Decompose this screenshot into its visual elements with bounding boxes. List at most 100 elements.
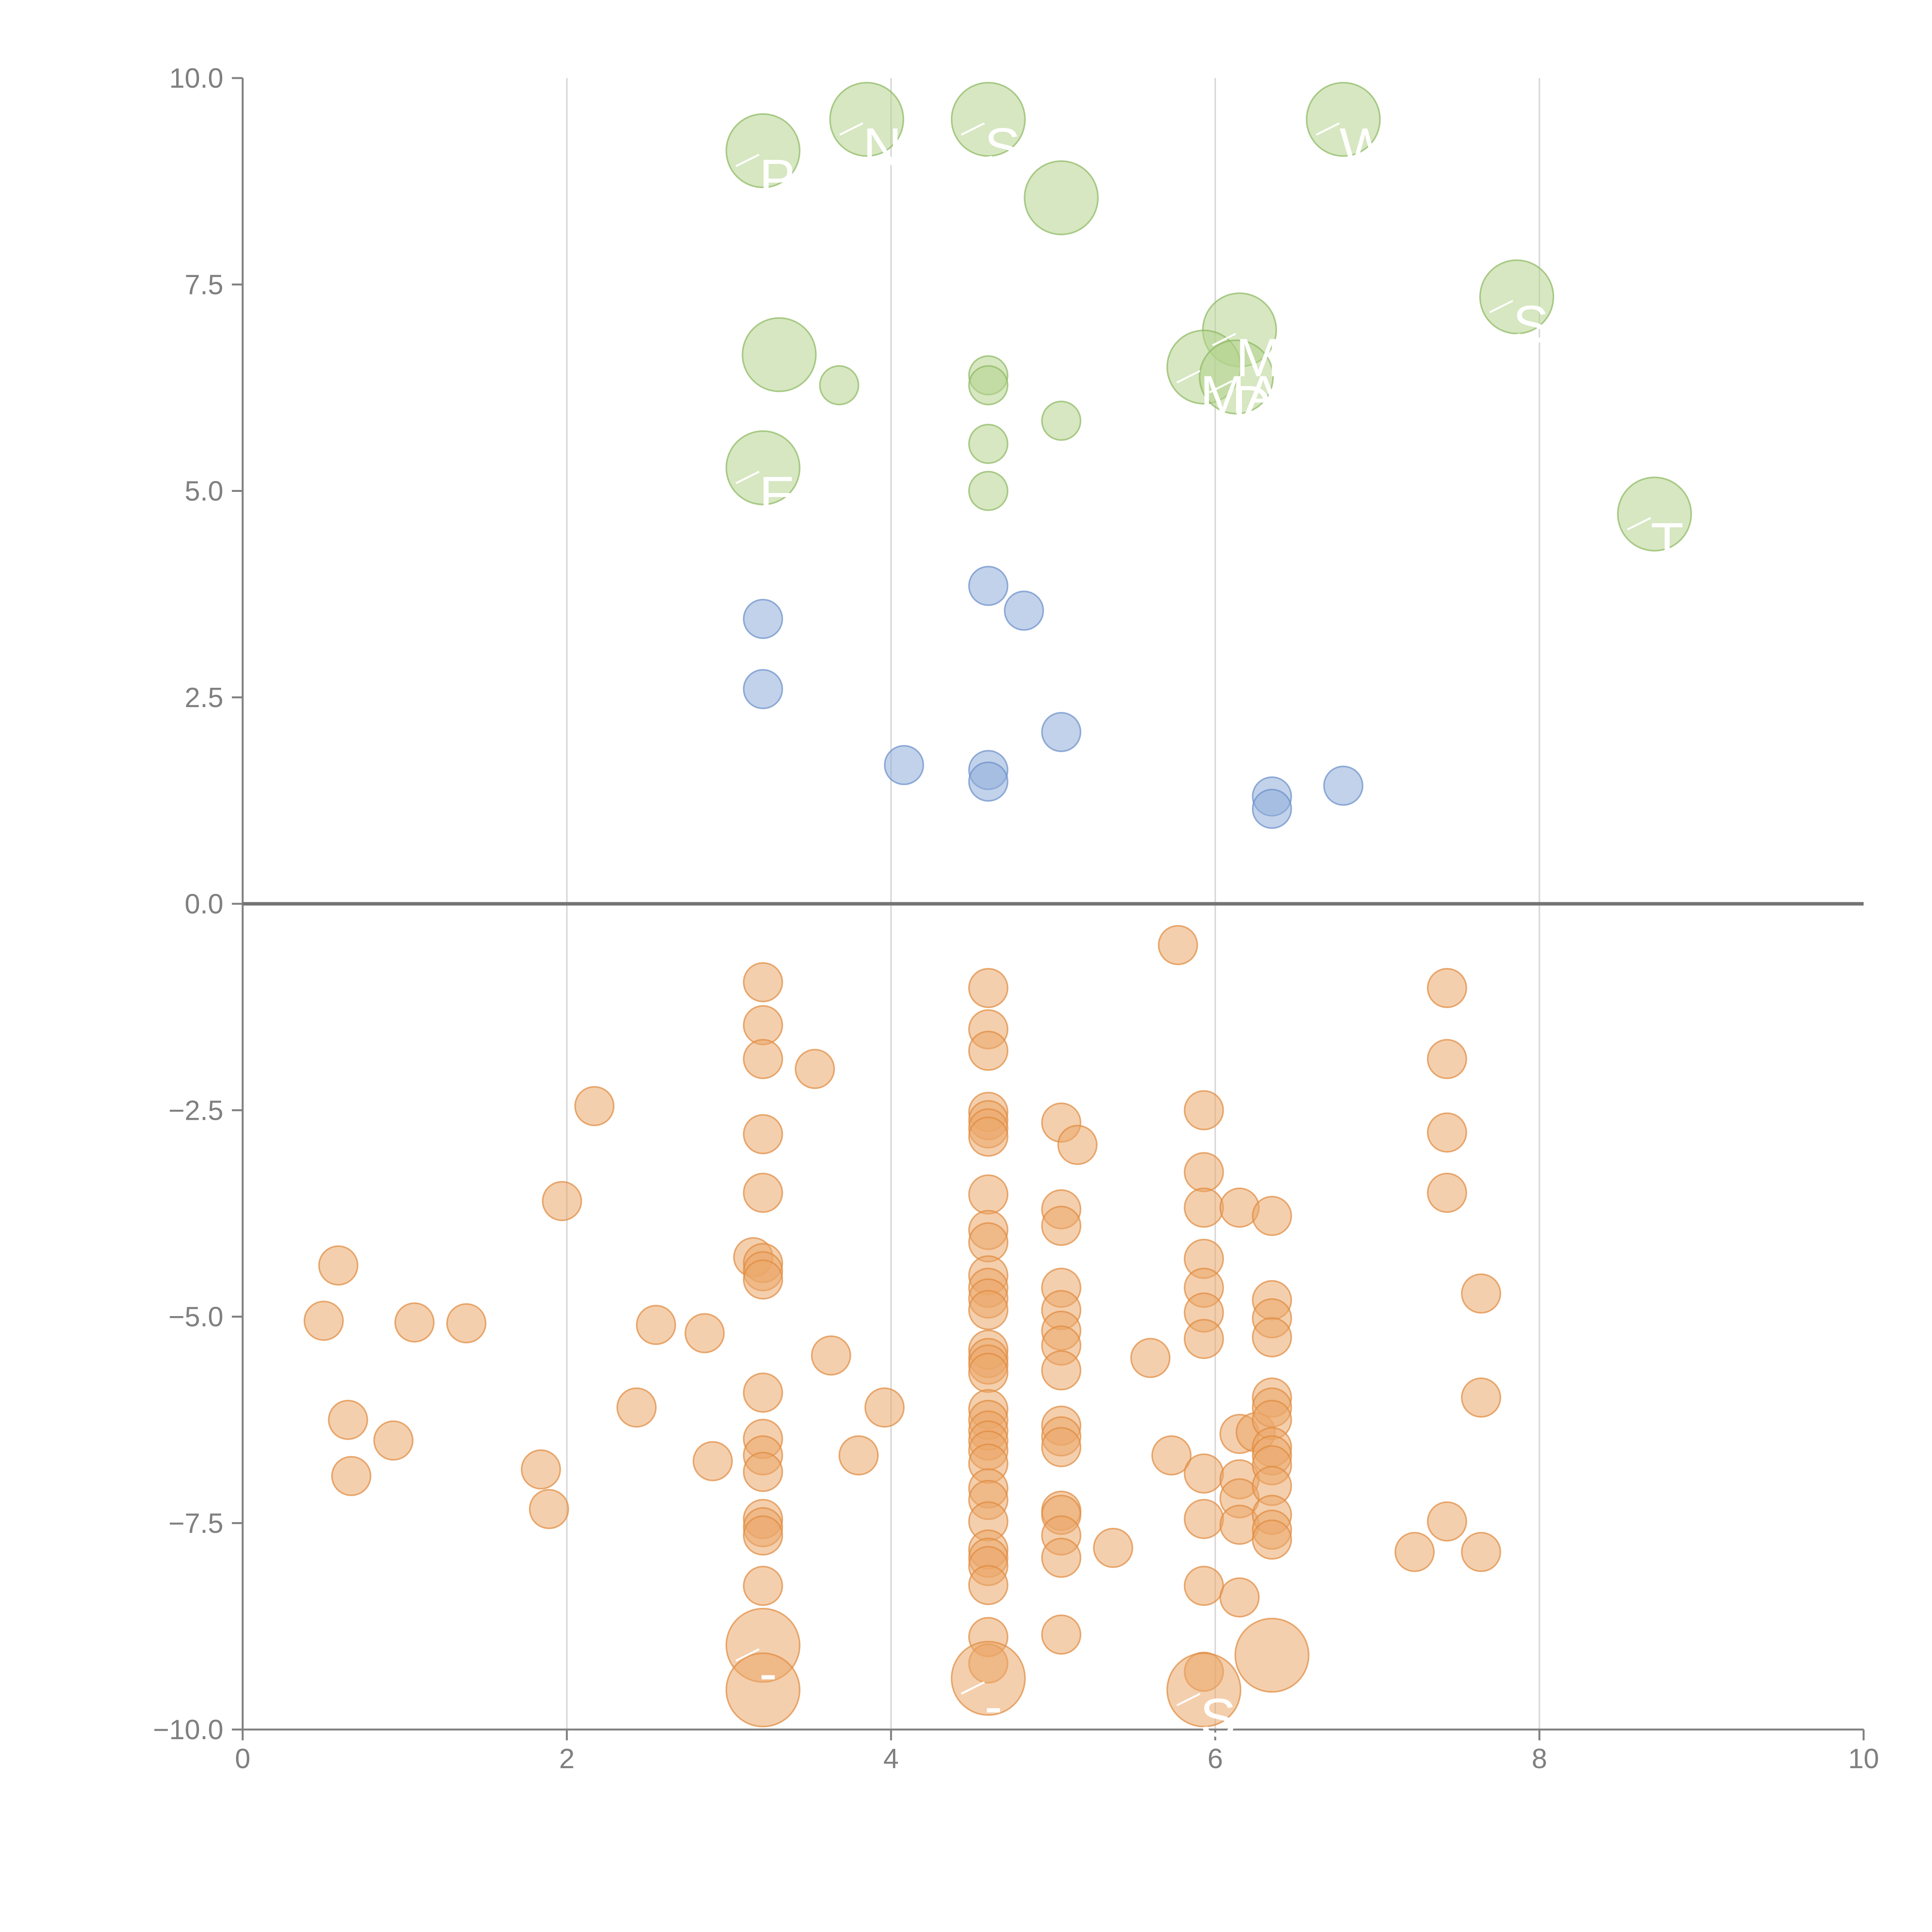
- orange-point: [328, 1400, 368, 1440]
- orange-point: [331, 1456, 372, 1496]
- orange-point: [1184, 1187, 1224, 1228]
- orange-point: [864, 1387, 905, 1428]
- green-point-label: N: [863, 117, 902, 177]
- orange-point: [1234, 1617, 1310, 1693]
- blue-point: [968, 566, 1009, 606]
- green-point: [742, 317, 817, 392]
- orange-point: [743, 1259, 783, 1300]
- orange-point: [373, 1420, 414, 1461]
- orange-point: [529, 1489, 569, 1529]
- y-tick-label: −10.0: [153, 1714, 223, 1745]
- label-leader-line: [735, 471, 760, 484]
- blue-point: [1003, 590, 1044, 631]
- orange-point: [303, 1301, 344, 1341]
- orange-point: [1130, 1338, 1171, 1378]
- orange-point: [1041, 1427, 1082, 1468]
- orange-point: [1394, 1532, 1435, 1572]
- orange-point-label: S: [1200, 1687, 1236, 1748]
- green-point: [968, 365, 1009, 405]
- orange-point: [446, 1303, 486, 1344]
- orange-point: [636, 1304, 676, 1345]
- orange-point: [1057, 1125, 1098, 1165]
- green-point: [725, 113, 801, 189]
- orange-point: [968, 1352, 1009, 1393]
- orange-point: [1461, 1273, 1501, 1314]
- label-leader-line: [1489, 300, 1514, 313]
- green-point-label: S: [1513, 294, 1549, 355]
- green-point: [1306, 82, 1381, 157]
- green-point-label: M: [1236, 327, 1281, 388]
- orange-point: [838, 1435, 879, 1476]
- orange-point: [811, 1335, 851, 1376]
- orange-point: [968, 1290, 1009, 1330]
- orange-point: [1461, 1532, 1501, 1572]
- orange-point: [743, 1566, 783, 1606]
- orange-point: [1219, 1577, 1260, 1618]
- orange-point: [968, 1031, 1009, 1071]
- orange-point: [318, 1245, 359, 1286]
- orange-point: [743, 962, 783, 1003]
- orange-point: [1461, 1377, 1501, 1418]
- orange-point: [1166, 1652, 1242, 1728]
- x-tick-label: 8: [1532, 1743, 1547, 1774]
- green-point: [951, 82, 1026, 157]
- orange-point: [1041, 1350, 1082, 1391]
- label-leader-line: [735, 1648, 760, 1662]
- y-tick-label: 2.5: [185, 682, 223, 713]
- orange-point: [1252, 1519, 1292, 1560]
- orange-point: [1252, 1196, 1292, 1236]
- orange-point: [1184, 1453, 1224, 1494]
- blue-point: [1041, 712, 1082, 752]
- green-point: [819, 365, 859, 405]
- orange-point: [1151, 1435, 1192, 1476]
- orange-point: [951, 1641, 1026, 1716]
- orange-point: [520, 1449, 561, 1490]
- y-tick-label: 5.0: [185, 476, 223, 507]
- orange-point: [968, 1174, 1009, 1215]
- orange-point: [794, 1049, 835, 1089]
- green-point-label: WE: [1339, 117, 1427, 177]
- x-tick-label: 2: [559, 1743, 575, 1774]
- orange-point: [1184, 1152, 1224, 1192]
- y-tick-label: 10.0: [169, 63, 223, 94]
- label-leader-line: [735, 153, 760, 167]
- x-tick-label: 4: [883, 1743, 899, 1774]
- orange-point: [1427, 1039, 1467, 1079]
- orange-point: [1427, 1501, 1467, 1542]
- orange-point: [1184, 1090, 1224, 1131]
- blue-point: [968, 761, 1009, 802]
- orange-point: [574, 1086, 615, 1126]
- orange-point: [542, 1181, 582, 1221]
- label-leader-line: [1209, 380, 1233, 393]
- green-point-label: TA: [1651, 511, 1716, 572]
- y-tick-label: −2.5: [168, 1095, 223, 1126]
- orange-point: [1252, 1317, 1292, 1357]
- green-point: [725, 430, 801, 505]
- orange-point: [1041, 1537, 1082, 1578]
- green-point-label: S: [985, 117, 1020, 177]
- orange-point: [1158, 925, 1198, 965]
- green-point: [1024, 160, 1099, 235]
- orange-point: [743, 1005, 783, 1046]
- green-point: [1199, 339, 1274, 415]
- orange-point: [1093, 1527, 1133, 1568]
- orange-point: [743, 1172, 783, 1213]
- label-leader-line: [1176, 1693, 1201, 1706]
- orange-point: [968, 1116, 1009, 1157]
- label-leader-line: [961, 1681, 985, 1695]
- orange-point: [1427, 1172, 1467, 1213]
- green-point: [1617, 476, 1692, 552]
- orange-point: [1041, 1206, 1082, 1246]
- green-point: [1479, 259, 1554, 335]
- orange-point: [1184, 1319, 1224, 1359]
- green-point-label: E: [759, 465, 795, 526]
- label-leader-line: [1316, 122, 1340, 136]
- orange-point: [968, 968, 1009, 1008]
- green-point: [968, 471, 1009, 511]
- x-tick-label: 10: [1848, 1743, 1879, 1774]
- x-tick-label: 0: [235, 1743, 250, 1774]
- green-point: [1041, 400, 1082, 441]
- y-tick-label: −5.0: [168, 1302, 223, 1333]
- blue-point: [743, 599, 783, 639]
